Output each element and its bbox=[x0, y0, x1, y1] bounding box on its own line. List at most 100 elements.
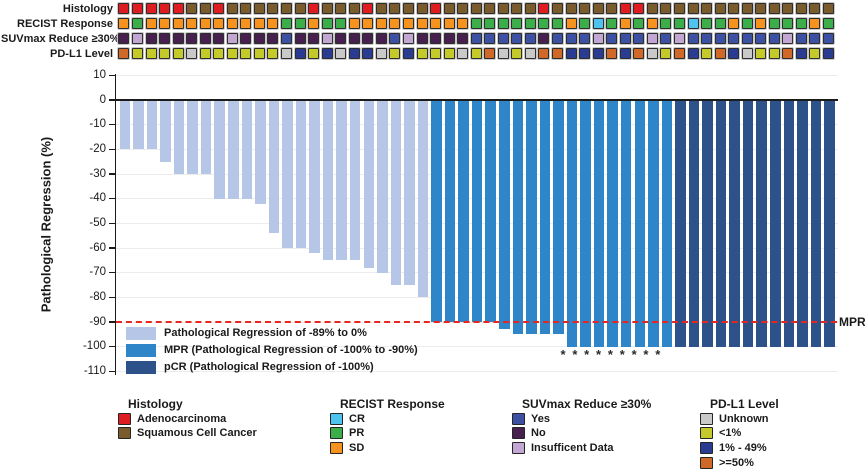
light-bar bbox=[336, 100, 347, 261]
asterisk-mark: * bbox=[596, 347, 602, 362]
mpr-bar bbox=[553, 100, 564, 335]
pcr-bar bbox=[702, 100, 713, 347]
suvmax-legend-label: Yes bbox=[531, 412, 550, 425]
y-axis-tick bbox=[108, 321, 115, 323]
recist-square bbox=[213, 18, 225, 29]
histology-square bbox=[782, 3, 794, 14]
recist-square bbox=[484, 18, 496, 29]
pcr-bar bbox=[770, 100, 781, 347]
y-axis-tick bbox=[108, 99, 115, 101]
pdl1-square bbox=[470, 48, 482, 59]
recist-square bbox=[728, 18, 740, 29]
recist-legend-swatch bbox=[330, 442, 343, 455]
suvmax-square bbox=[565, 33, 577, 44]
recist-square bbox=[308, 18, 320, 29]
recist-square bbox=[281, 18, 292, 29]
histology-square bbox=[308, 3, 320, 14]
y-axis-tick bbox=[108, 197, 115, 200]
pdl1-square bbox=[823, 48, 834, 59]
histology-square bbox=[633, 3, 645, 14]
recist-square bbox=[701, 18, 713, 29]
pdl1-square bbox=[809, 48, 821, 59]
legend-header-pdl1: PD-L1 Level bbox=[710, 397, 779, 411]
asterisk-mark: * bbox=[655, 347, 661, 362]
pdl1-square bbox=[267, 48, 279, 59]
histology-legend-swatch bbox=[118, 427, 131, 440]
pdl1-square bbox=[728, 48, 740, 59]
plot-legend-row-light: Pathological Regression of -89% to 0% bbox=[126, 327, 546, 341]
suvmax-square bbox=[646, 33, 658, 44]
suvmax-legend-label: Insufficent Data bbox=[531, 442, 614, 455]
suvmax-square bbox=[755, 33, 767, 44]
pdl1-square bbox=[430, 48, 442, 59]
light-bar bbox=[282, 100, 293, 249]
plot-legend-label: MPR (Pathological Regression of -100% to… bbox=[164, 344, 418, 356]
light-bar bbox=[119, 100, 131, 150]
suvmax-square bbox=[619, 33, 631, 44]
y-axis-tick-label: -30 bbox=[89, 167, 106, 180]
light-bar bbox=[146, 100, 158, 150]
mpr-bar bbox=[499, 100, 510, 330]
pdl1-square bbox=[538, 48, 550, 59]
histology-square bbox=[240, 3, 252, 14]
recist-square bbox=[809, 18, 821, 29]
y-axis-tick-label: -90 bbox=[89, 315, 106, 328]
pcr-bar bbox=[715, 100, 727, 347]
mpr-legend-swatch bbox=[126, 344, 156, 357]
y-axis-line bbox=[114, 74, 117, 376]
gridline bbox=[114, 346, 838, 348]
recist-square bbox=[416, 18, 428, 29]
gridline bbox=[114, 370, 838, 372]
y-axis-tick bbox=[108, 123, 115, 126]
recist-square bbox=[673, 18, 685, 29]
suvmax-square bbox=[226, 33, 238, 44]
asterisk-mark: * bbox=[584, 347, 590, 362]
mpr-bar bbox=[431, 100, 442, 323]
recist-square bbox=[226, 18, 238, 29]
histology-square bbox=[172, 3, 184, 14]
pdl1-square bbox=[281, 48, 292, 59]
histology-square bbox=[321, 3, 333, 14]
pcr-bar bbox=[688, 100, 700, 347]
recist-square bbox=[145, 18, 157, 29]
histology-square bbox=[213, 3, 225, 14]
mpr-bar bbox=[485, 100, 496, 323]
suvmax-square bbox=[213, 33, 225, 44]
histology-square bbox=[118, 3, 130, 14]
mpr-bar bbox=[444, 100, 456, 323]
y-axis-tick-label: -40 bbox=[89, 192, 106, 205]
suvmax-square bbox=[741, 33, 753, 44]
pcr-bar bbox=[756, 100, 767, 347]
mpr-bar bbox=[526, 100, 537, 335]
light-bar bbox=[255, 100, 266, 204]
light-bar bbox=[187, 100, 198, 174]
pdl1-legend-label: >=50% bbox=[719, 456, 754, 469]
pdl1-square bbox=[240, 48, 252, 59]
light-bar bbox=[241, 100, 253, 199]
light-bar bbox=[268, 100, 280, 234]
y-axis-tick-label: -100 bbox=[82, 340, 106, 353]
suvmax-square bbox=[267, 33, 279, 44]
suvmax-square bbox=[660, 33, 672, 44]
histology-square bbox=[186, 3, 198, 14]
histology-legend-label: Adenocarcinoma bbox=[137, 412, 227, 425]
suvmax-square bbox=[511, 33, 523, 44]
suvmax-square bbox=[321, 33, 333, 44]
pdl1-square bbox=[321, 48, 333, 59]
recist-square bbox=[457, 18, 469, 29]
recist-square bbox=[321, 18, 333, 29]
histology-square bbox=[714, 3, 726, 14]
light-bar bbox=[377, 100, 388, 273]
pdl1-legend-label: Unknown bbox=[719, 412, 769, 425]
histology-square bbox=[416, 3, 428, 14]
suvmax-square bbox=[782, 33, 794, 44]
histology-square bbox=[768, 3, 780, 14]
light-bar bbox=[417, 100, 429, 298]
histology-square bbox=[809, 3, 821, 14]
suvmax-square bbox=[375, 33, 387, 44]
legend-header-suvmax: SUVmax Reduce ≥30% bbox=[522, 397, 652, 411]
suvmax-square bbox=[308, 33, 320, 44]
pcr-bar bbox=[810, 100, 822, 347]
pdl1-legend-swatch bbox=[700, 427, 713, 440]
pdl1-square bbox=[375, 48, 387, 59]
